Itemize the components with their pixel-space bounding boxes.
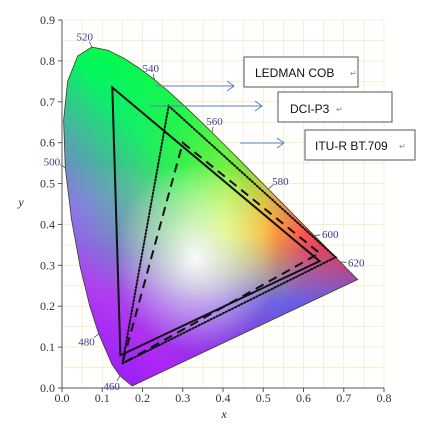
y-tick-label: 0.4 — [40, 217, 55, 231]
wavelength-label: 580 — [272, 176, 289, 188]
gamut-dotted-triangle — [121, 103, 338, 366]
legend-label-dci-p3: DCI-P3 — [290, 102, 330, 116]
wavelength-tick — [211, 126, 214, 133]
legend-box-itu-r-bt709 — [304, 129, 416, 161]
wavelength-tick — [116, 375, 121, 382]
callout-itu-r-bt709: ITU-R BT.709 ↵ — [240, 129, 416, 161]
y-axis-label: y — [17, 195, 24, 209]
x-tick-label: 0.1 — [95, 391, 110, 405]
y-tick-label: 0.1 — [40, 340, 55, 354]
legend-box-dci-p3 — [277, 91, 393, 123]
y-tick-label: 0.3 — [40, 258, 55, 272]
x-tick-label: 0.0 — [55, 391, 70, 405]
y-tick-label: 0.2 — [40, 299, 55, 313]
y-tick-label: 0.6 — [40, 136, 55, 150]
wavelength-tick — [93, 333, 100, 338]
x-tick-label: 0.3 — [175, 391, 190, 405]
x-tick-labels: 0.0 0.1 0.2 0.3 0.4 0.5 0.6 0.7 0.8 — [55, 388, 392, 405]
y-tick-label: 0.7 — [40, 95, 55, 109]
callout-arrowhead-dci-p3 — [254, 100, 263, 112]
x-tick-label: 0.4 — [216, 391, 231, 405]
wavelength-tick — [268, 184, 274, 190]
y-tick-label: 0.0 — [40, 381, 55, 395]
wavelength-label: 620 — [348, 258, 365, 270]
wavelength-labels: 460 480 500 520 540 560 580 600 620 — [44, 31, 365, 393]
y-tick-label: 0.5 — [40, 177, 55, 191]
wavelength-label: 540 — [143, 63, 160, 75]
x-axis-label: x — [220, 407, 227, 421]
callout-ledman-cob: LEDMAN COB ↵ — [155, 56, 359, 92]
y-tick-labels: 0.0 0.1 0.2 0.3 0.4 0.5 0.6 0.7 0.8 0.9 — [40, 13, 62, 395]
x-tick-label: 0.2 — [135, 391, 150, 405]
wavelength-label: 500 — [44, 156, 61, 168]
return-mark-icon: ↵ — [350, 69, 357, 78]
return-mark-icon: ↵ — [336, 105, 343, 114]
legend-box-ledman-cob — [243, 56, 359, 88]
legend-label-itu-r-bt709: ITU-R BT.709 — [315, 139, 388, 153]
wavelength-label: 560 — [206, 116, 223, 128]
callout-dci-p3: DCI-P3 ↵ — [150, 91, 393, 123]
wavelength-label: 480 — [78, 336, 95, 348]
y-tick-label: 0.9 — [40, 13, 55, 27]
callout-arrowhead-ledman-cob — [226, 80, 235, 92]
x-tick-label: 0.6 — [296, 391, 311, 405]
wavelength-tick — [314, 234, 321, 237]
wavelength-label: 520 — [77, 31, 94, 43]
wavelength-label: 460 — [103, 381, 120, 393]
gamut-triangles — [111, 85, 338, 366]
x-tick-label: 0.7 — [336, 391, 351, 405]
callout-arrowhead-itu-r-bt709 — [276, 137, 285, 149]
y-tick-label: 0.8 — [40, 54, 55, 68]
x-tick-label: 0.8 — [377, 391, 392, 405]
gamut-dashed-triangle — [120, 140, 322, 366]
legend-label-ledman-cob: LEDMAN COB — [255, 66, 334, 80]
wavelength-tick — [152, 73, 155, 80]
return-mark-icon: ↵ — [399, 142, 406, 151]
x-tick-label: 0.5 — [256, 391, 271, 405]
wavelength-label: 600 — [322, 229, 339, 241]
wavelength-tick — [88, 41, 93, 48]
wavelength-tick — [60, 164, 66, 169]
